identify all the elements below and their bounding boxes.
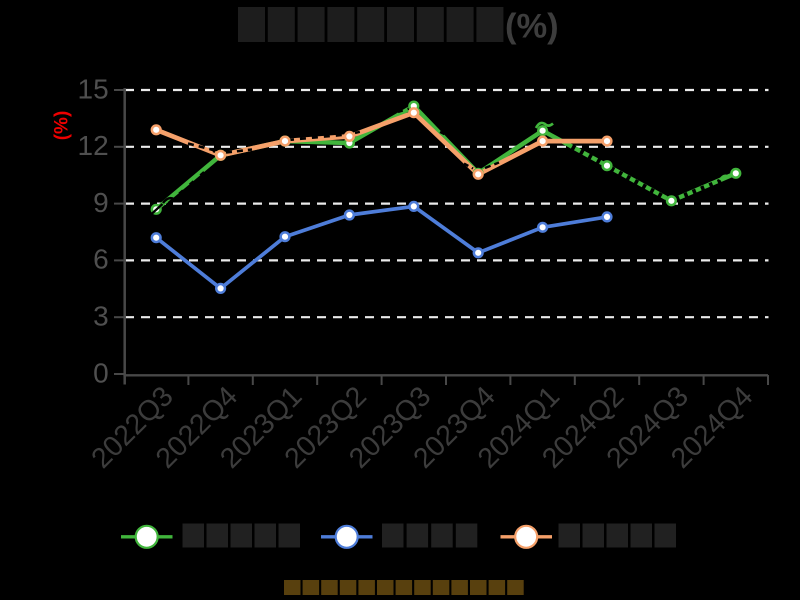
svg-text:6: 6: [93, 244, 109, 275]
svg-text:3: 3: [93, 301, 109, 332]
svg-text:0: 0: [93, 357, 109, 388]
svg-text:(%): (%): [52, 111, 73, 141]
svg-text:9: 9: [93, 187, 109, 218]
svg-text:15: 15: [78, 73, 109, 104]
svg-text:(%): (%): [505, 8, 559, 46]
svg-text:12: 12: [78, 130, 109, 161]
